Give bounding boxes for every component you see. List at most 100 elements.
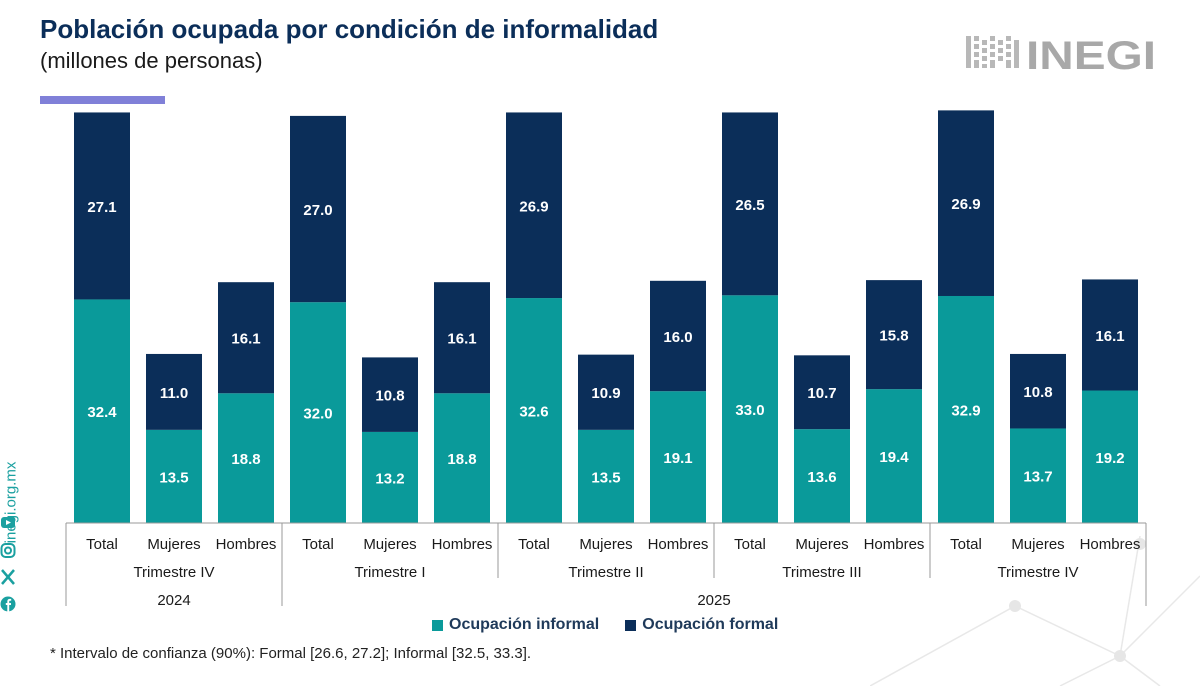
bar-informal-13 [1010,428,1066,523]
data-label-formal-8: 16.0 [663,329,692,346]
data-label-informal-13: 13.7 [1023,469,1052,486]
data-label-formal-7: 10.9 [591,385,620,402]
category-label-2: Hombres [216,536,277,553]
bar-informal-11 [866,389,922,523]
data-label-informal-8: 19.1 [663,450,692,467]
data-label-informal-3: 32.0 [303,406,332,423]
category-label-1: Mujeres [147,536,200,553]
bar-formal-7 [578,354,634,430]
logo-text: INEGI [1026,34,1156,78]
data-label-informal-2: 18.8 [231,451,260,468]
bar-formal-4 [362,357,418,432]
bar-informal-7 [578,429,634,523]
data-label-informal-9: 33.0 [735,402,764,419]
category-label-4: Mujeres [363,536,416,553]
bar-informal-4 [362,431,418,523]
quarter-label-1: Trimestre I [354,564,425,581]
bar-informal-8 [650,391,706,523]
data-label-formal-3: 27.0 [303,202,332,219]
bar-informal-12 [938,295,994,523]
footnote: * Intervalo de confianza (90%): Formal [… [50,645,532,662]
quarter-label-4: Trimestre IV [997,564,1078,581]
data-label-informal-11: 19.4 [879,449,909,466]
legend-item-informal: Ocupación informal [432,616,599,634]
data-label-informal-6: 32.6 [519,404,548,421]
social-icons [0,517,16,613]
category-label-11: Hombres [864,536,925,553]
x-icon[interactable] [1,569,15,585]
data-label-informal-14: 19.2 [1095,450,1124,467]
bar-formal-0 [74,112,130,300]
data-label-formal-0: 27.1 [87,199,116,216]
facebook-icon[interactable] [0,596,16,613]
year-label-1: 2025 [697,592,730,609]
data-label-informal-4: 13.2 [375,470,404,487]
category-label-13: Mujeres [1011,536,1064,553]
youtube-icon[interactable] [1,517,15,528]
bar-formal-9 [722,112,778,296]
bar-informal-9 [722,295,778,523]
category-label-12: Total [950,536,982,553]
legend-swatch-informal [432,619,443,631]
category-label-5: Hombres [432,536,493,553]
data-label-formal-4: 10.8 [375,388,404,405]
bar-informal-0 [74,299,130,523]
category-label-3: Total [302,536,334,553]
data-label-informal-0: 32.4 [87,404,117,421]
category-label-14: Hombres [1080,536,1141,553]
bar-formal-12 [938,110,994,296]
bar-informal-14 [1082,390,1138,523]
accent-line [40,96,165,104]
data-label-informal-12: 32.9 [951,402,980,419]
data-label-formal-11: 15.8 [879,328,908,345]
data-label-formal-12: 26.9 [951,196,980,213]
year-label-0: 2024 [157,592,190,609]
legend-label-informal: Ocupación informal [449,616,600,633]
inegi-logo-icon: INEGI [966,34,1156,78]
data-label-formal-13: 10.8 [1023,384,1052,401]
bar-informal-5 [434,393,490,523]
data-label-formal-5: 16.1 [447,331,476,348]
category-label-7: Mujeres [579,536,632,553]
bar-formal-14 [1082,279,1138,391]
legend-label-formal: Ocupación formal [642,616,779,633]
bar-formal-3 [290,115,346,303]
bar-formal-5 [434,282,490,394]
category-label-9: Total [734,536,766,553]
data-label-formal-9: 26.5 [735,197,764,214]
chart-subtitle: (millones de personas) [40,48,263,73]
quarter-label-2: Trimestre II [568,564,643,581]
legend-item-formal: Ocupación formal [625,616,778,634]
data-label-formal-14: 16.1 [1095,328,1124,345]
category-label-8: Hombres [648,536,709,553]
bar-informal-3 [290,302,346,523]
data-label-formal-10: 10.7 [807,385,836,402]
data-label-informal-10: 13.6 [807,469,836,486]
bar-informal-6 [506,298,562,523]
bar-formal-6 [506,112,562,299]
legend-swatch-formal [625,619,637,631]
quarter-label-3: Trimestre III [782,564,861,581]
quarter-label-0: Trimestre IV [133,564,214,581]
data-label-informal-7: 13.5 [591,469,620,486]
bar-formal-10 [794,355,850,430]
bar-formal-13 [1010,353,1066,429]
category-label-6: Total [518,536,550,553]
bar-formal-1 [146,353,202,430]
instagram-icon[interactable] [0,543,16,558]
bar-informal-10 [794,429,850,523]
category-label-10: Mujeres [795,536,848,553]
bar-formal-2 [218,282,274,394]
data-label-formal-1: 11.0 [160,385,188,402]
data-label-formal-2: 16.1 [231,331,260,348]
data-label-informal-1: 13.5 [159,469,188,486]
data-label-formal-6: 26.9 [519,198,548,215]
bar-informal-2 [218,393,274,523]
bar-formal-11 [866,280,922,390]
legend: Ocupación informal Ocupación formal [432,616,778,634]
chart-title: Población ocupada por condición de infor… [40,14,659,44]
data-label-informal-5: 18.8 [447,451,476,468]
category-label-0: Total [86,536,118,553]
bar-informal-1 [146,429,202,523]
